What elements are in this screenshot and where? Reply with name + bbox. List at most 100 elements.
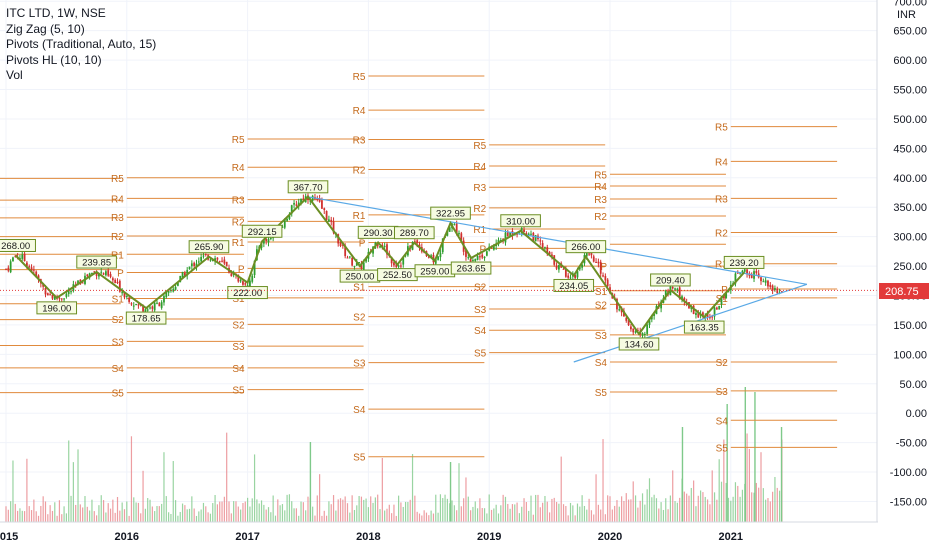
- pivot-label: S2: [232, 320, 245, 331]
- volume-bar: [532, 514, 534, 522]
- candle-body: [676, 288, 679, 291]
- volume-bar: [181, 503, 184, 522]
- candle-body: [242, 281, 244, 285]
- candle-body: [641, 333, 644, 336]
- volume-bar: [63, 506, 65, 522]
- pivot-label: R4: [715, 157, 728, 168]
- pivot-label: S5: [716, 443, 729, 454]
- candle-body: [172, 288, 175, 292]
- candle-body: [437, 256, 439, 260]
- indicator-zigzag[interactable]: Zig Zag (5, 10): [6, 21, 85, 36]
- volume-bar: [223, 496, 225, 522]
- volume-bar: [500, 505, 502, 522]
- volume-bar: [12, 460, 14, 522]
- zigzag-label-box: [0, 238, 36, 252]
- indicator-pivots-hl[interactable]: Pivots HL (10, 10): [6, 52, 102, 67]
- volume-bar: [307, 496, 309, 522]
- candle-body: [351, 257, 354, 266]
- volume-bar: [358, 495, 360, 522]
- volume-bar: [648, 478, 651, 522]
- candle-body: [604, 275, 607, 281]
- candle-body: [506, 232, 509, 237]
- volume-bar: [179, 511, 181, 522]
- pivot-label: R5: [594, 170, 607, 181]
- volume-bar: [365, 498, 367, 522]
- volume-bar: [716, 499, 718, 522]
- candle-body: [156, 302, 158, 304]
- volume-bar: [109, 508, 112, 522]
- pivot-label: S5: [353, 453, 366, 464]
- volume-bar: [61, 514, 63, 522]
- volume-bar: [432, 513, 435, 522]
- candle-body: [595, 261, 597, 263]
- candle-body: [485, 251, 488, 256]
- candle-body: [544, 247, 546, 249]
- volume-bar: [170, 513, 172, 522]
- candle-body: [337, 234, 340, 244]
- candle-body: [567, 275, 570, 278]
- volume-bar: [539, 507, 541, 522]
- volume-bar: [82, 507, 84, 522]
- y-tick-label: -150.00: [890, 496, 927, 508]
- volume-bar: [68, 440, 70, 522]
- volume-bar: [221, 501, 223, 522]
- zigzag-label-box: [430, 206, 471, 220]
- volume-bar: [549, 512, 551, 522]
- candle-body: [316, 199, 319, 201]
- volume-bar: [672, 470, 674, 522]
- indicator-pivots[interactable]: Pivots (Traditional, Auto, 15): [6, 37, 157, 51]
- candle-body: [627, 320, 630, 326]
- volume-bar: [321, 515, 323, 522]
- volume-bar: [102, 500, 105, 522]
- volume-bar: [646, 489, 648, 522]
- symbol-title[interactable]: ITC LTD, 1W, NSE: [6, 6, 106, 20]
- volume-bar: [288, 494, 291, 522]
- volume-bar: [525, 502, 527, 522]
- volume-bar: [702, 492, 704, 522]
- volume-bar: [435, 494, 437, 522]
- volume-bar: [774, 476, 776, 522]
- candle-body: [734, 273, 737, 284]
- y-tick-label: 650.00: [893, 26, 927, 38]
- zigzag-label: 268.00: [1, 241, 30, 252]
- candle-body: [225, 261, 228, 267]
- candle-body: [564, 269, 567, 277]
- zigzag-label-box: [125, 311, 167, 325]
- volume-bar: [291, 501, 293, 522]
- candle-body: [202, 255, 205, 257]
- candle-body: [58, 297, 61, 299]
- volume-bar: [128, 515, 130, 522]
- volume-bar: [35, 511, 37, 522]
- volume-bar: [377, 494, 379, 522]
- volume-bar: [346, 503, 349, 522]
- volume-bar: [100, 495, 102, 522]
- candle-body: [467, 257, 470, 259]
- candle-body: [297, 202, 300, 206]
- volume-bar: [430, 510, 432, 522]
- volume-bar: [641, 493, 644, 522]
- volume-bar: [302, 502, 304, 522]
- volume-bar: [28, 506, 30, 522]
- candle-body: [678, 287, 681, 299]
- volume-bar: [753, 492, 755, 522]
- candle-body: [660, 301, 663, 309]
- volume-bar: [230, 513, 232, 522]
- volume-bar: [472, 506, 474, 522]
- volume-bar: [416, 511, 418, 522]
- volume-bar: [156, 506, 158, 522]
- zigzag-label-box: [553, 278, 595, 292]
- candle-body: [541, 243, 544, 248]
- volume-bar: [483, 508, 486, 522]
- volume-bar: [458, 463, 460, 522]
- indicator-volume[interactable]: Vol: [6, 68, 23, 82]
- y-tick-label: 400.00: [893, 173, 927, 185]
- volume-bar: [574, 515, 576, 522]
- candle-body: [165, 292, 168, 298]
- candle-body: [418, 244, 421, 248]
- volume-bar: [21, 510, 23, 522]
- candle-body: [434, 258, 437, 264]
- volume-bar: [228, 501, 230, 522]
- volume-bar: [449, 462, 452, 522]
